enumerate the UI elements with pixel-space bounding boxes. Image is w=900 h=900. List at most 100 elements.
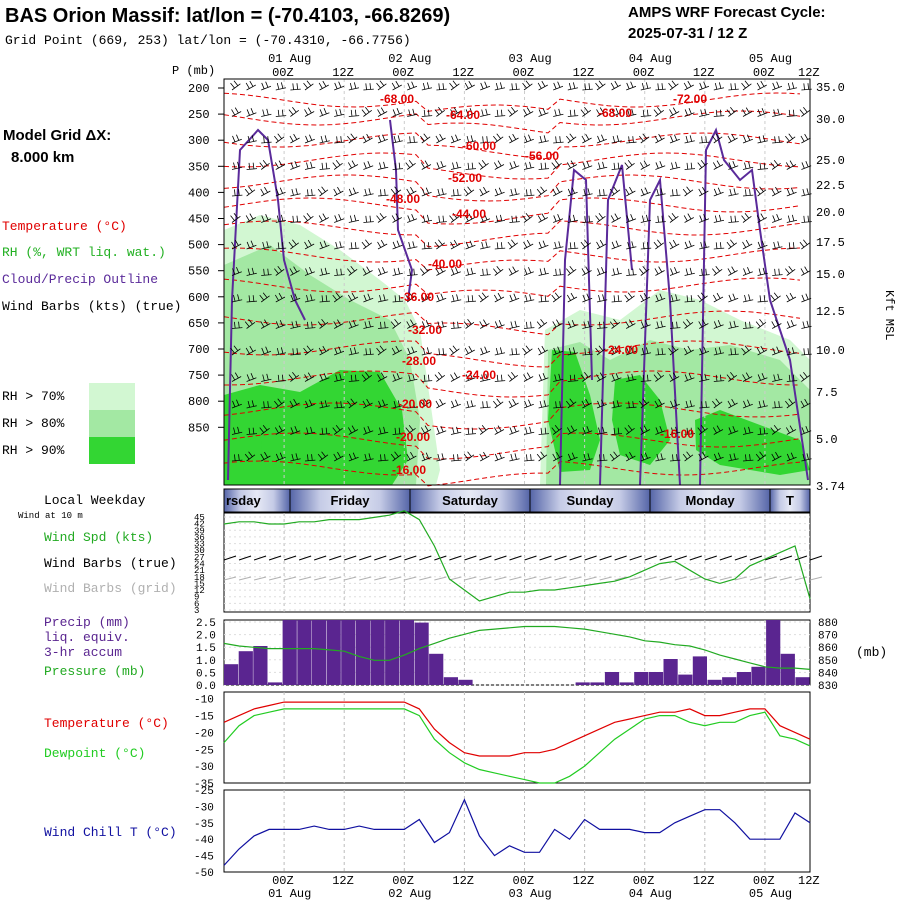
wind-barb: [669, 321, 681, 329]
precip-bar: [751, 666, 766, 685]
wind-barb: [580, 239, 592, 250]
cloud-outline: [699, 127, 809, 486]
wind-barb: [261, 268, 272, 276]
wind-barb: [464, 80, 475, 91]
wind-barb: [376, 80, 387, 91]
wind-barb: [246, 240, 257, 250]
wind-barb: [742, 107, 753, 117]
temperature-contour-label: -72.00: [673, 92, 707, 106]
wind-barb: [333, 451, 344, 462]
wind-barb-true: [223, 555, 237, 561]
wind-barb: [742, 161, 754, 170]
wind-barb: [231, 399, 242, 409]
wind-chill-series: [223, 798, 811, 866]
wind-barb: [361, 107, 373, 117]
wind-barb: [304, 399, 315, 409]
wind-barb: [450, 294, 462, 303]
wind-barb: [480, 214, 491, 223]
wind-barb: [421, 347, 433, 356]
wind-barb: [713, 452, 724, 462]
wind-barb: [319, 240, 330, 250]
wind-barb: [625, 319, 636, 329]
wind-barb: [407, 81, 418, 91]
wind-barb: [611, 267, 622, 276]
precip-label: Precip (mm): [44, 615, 130, 630]
wind-barb: [596, 107, 607, 117]
wind-barb: [770, 425, 781, 435]
wind-barb: [304, 107, 315, 117]
wind-barb: [436, 161, 447, 170]
wind-barb: [566, 160, 578, 170]
bottom-date-label: 04 Aug: [629, 887, 672, 900]
wind-barb: [449, 80, 460, 91]
temperature-contour: [223, 402, 801, 430]
wind-barb: [655, 348, 666, 356]
wind-barb: [668, 80, 679, 91]
wind-barb: [682, 451, 694, 462]
wind-barb-true: [719, 555, 733, 561]
wind-chill-tick-label: -35: [194, 819, 214, 831]
wind-barb: [304, 267, 315, 276]
wind-barb: [464, 213, 475, 223]
model-grid-label: Model Grid ΔX:: [3, 127, 111, 144]
wind-barb: [640, 242, 652, 250]
wind-barb: [640, 82, 652, 91]
wind-barb: [348, 242, 360, 250]
top-time-label: 00Z: [513, 66, 535, 80]
wind-barb: [712, 266, 723, 276]
top-time-label: 12Z: [798, 66, 820, 80]
wind-barb: [566, 266, 577, 276]
panel-frame: [223, 691, 811, 784]
wind-barb: [289, 266, 300, 276]
wind-barbs-grid-label: Wind Barbs (grid): [44, 581, 177, 596]
wind-barb: [406, 319, 417, 329]
wind-barb: [494, 214, 506, 223]
wind-barb-grid: [253, 576, 267, 581]
wind-barb: [407, 136, 418, 144]
wind-barb: [494, 347, 506, 356]
wind-barb: [319, 373, 330, 382]
wind-barb: [245, 80, 256, 91]
wind-barb: [347, 398, 358, 409]
wind-barb: [523, 161, 535, 170]
wind-barb: [551, 292, 562, 303]
wind-barb: [362, 133, 373, 144]
wind-barb: [684, 373, 695, 382]
wind-barb: [582, 426, 593, 435]
kft-tick-label: 5.0: [816, 433, 838, 447]
wind-barb: [684, 295, 696, 303]
panel-frame: [223, 512, 811, 613]
wind-barb: [713, 109, 725, 117]
wind-barb: [392, 162, 404, 170]
wind-barb-grid: [389, 576, 402, 581]
wind-chill-tick-label: -40: [194, 835, 214, 847]
wind-barb: [421, 374, 433, 382]
wind-barb: [275, 374, 287, 382]
pressure-tick-label: 450: [188, 213, 210, 227]
wind-barb-true: [313, 555, 327, 561]
wind-barb: [465, 427, 477, 435]
kft-tick-label: 30.0: [816, 113, 845, 127]
wind-barb: [786, 109, 798, 117]
temperature-contour-label: -20.00: [398, 397, 432, 411]
bottom-time-label: 00Z: [392, 874, 414, 888]
wind-barb: [377, 107, 388, 117]
wind-barb: [463, 451, 475, 462]
pressure-tick-label: 840: [818, 668, 838, 680]
wind-barb: [624, 425, 635, 435]
wind-barb: [420, 425, 432, 435]
wind-barb: [639, 425, 651, 435]
top-date-label: 03 Aug: [509, 52, 552, 66]
kft-tick-label: 7.5: [816, 386, 838, 400]
wind-barb: [434, 107, 446, 117]
legend-rh: RH (%, WRT liq. wat.): [2, 245, 166, 260]
wind-barb: [407, 268, 418, 276]
pressure-tick-label: 880: [818, 618, 838, 630]
wind-barb-true: [689, 555, 702, 561]
wind-barb: [421, 187, 432, 197]
wind-barb-grid: [554, 576, 567, 581]
wind-barb: [697, 425, 708, 435]
wind-barb: [757, 108, 768, 117]
weekday-day-label: Friday: [330, 493, 370, 508]
